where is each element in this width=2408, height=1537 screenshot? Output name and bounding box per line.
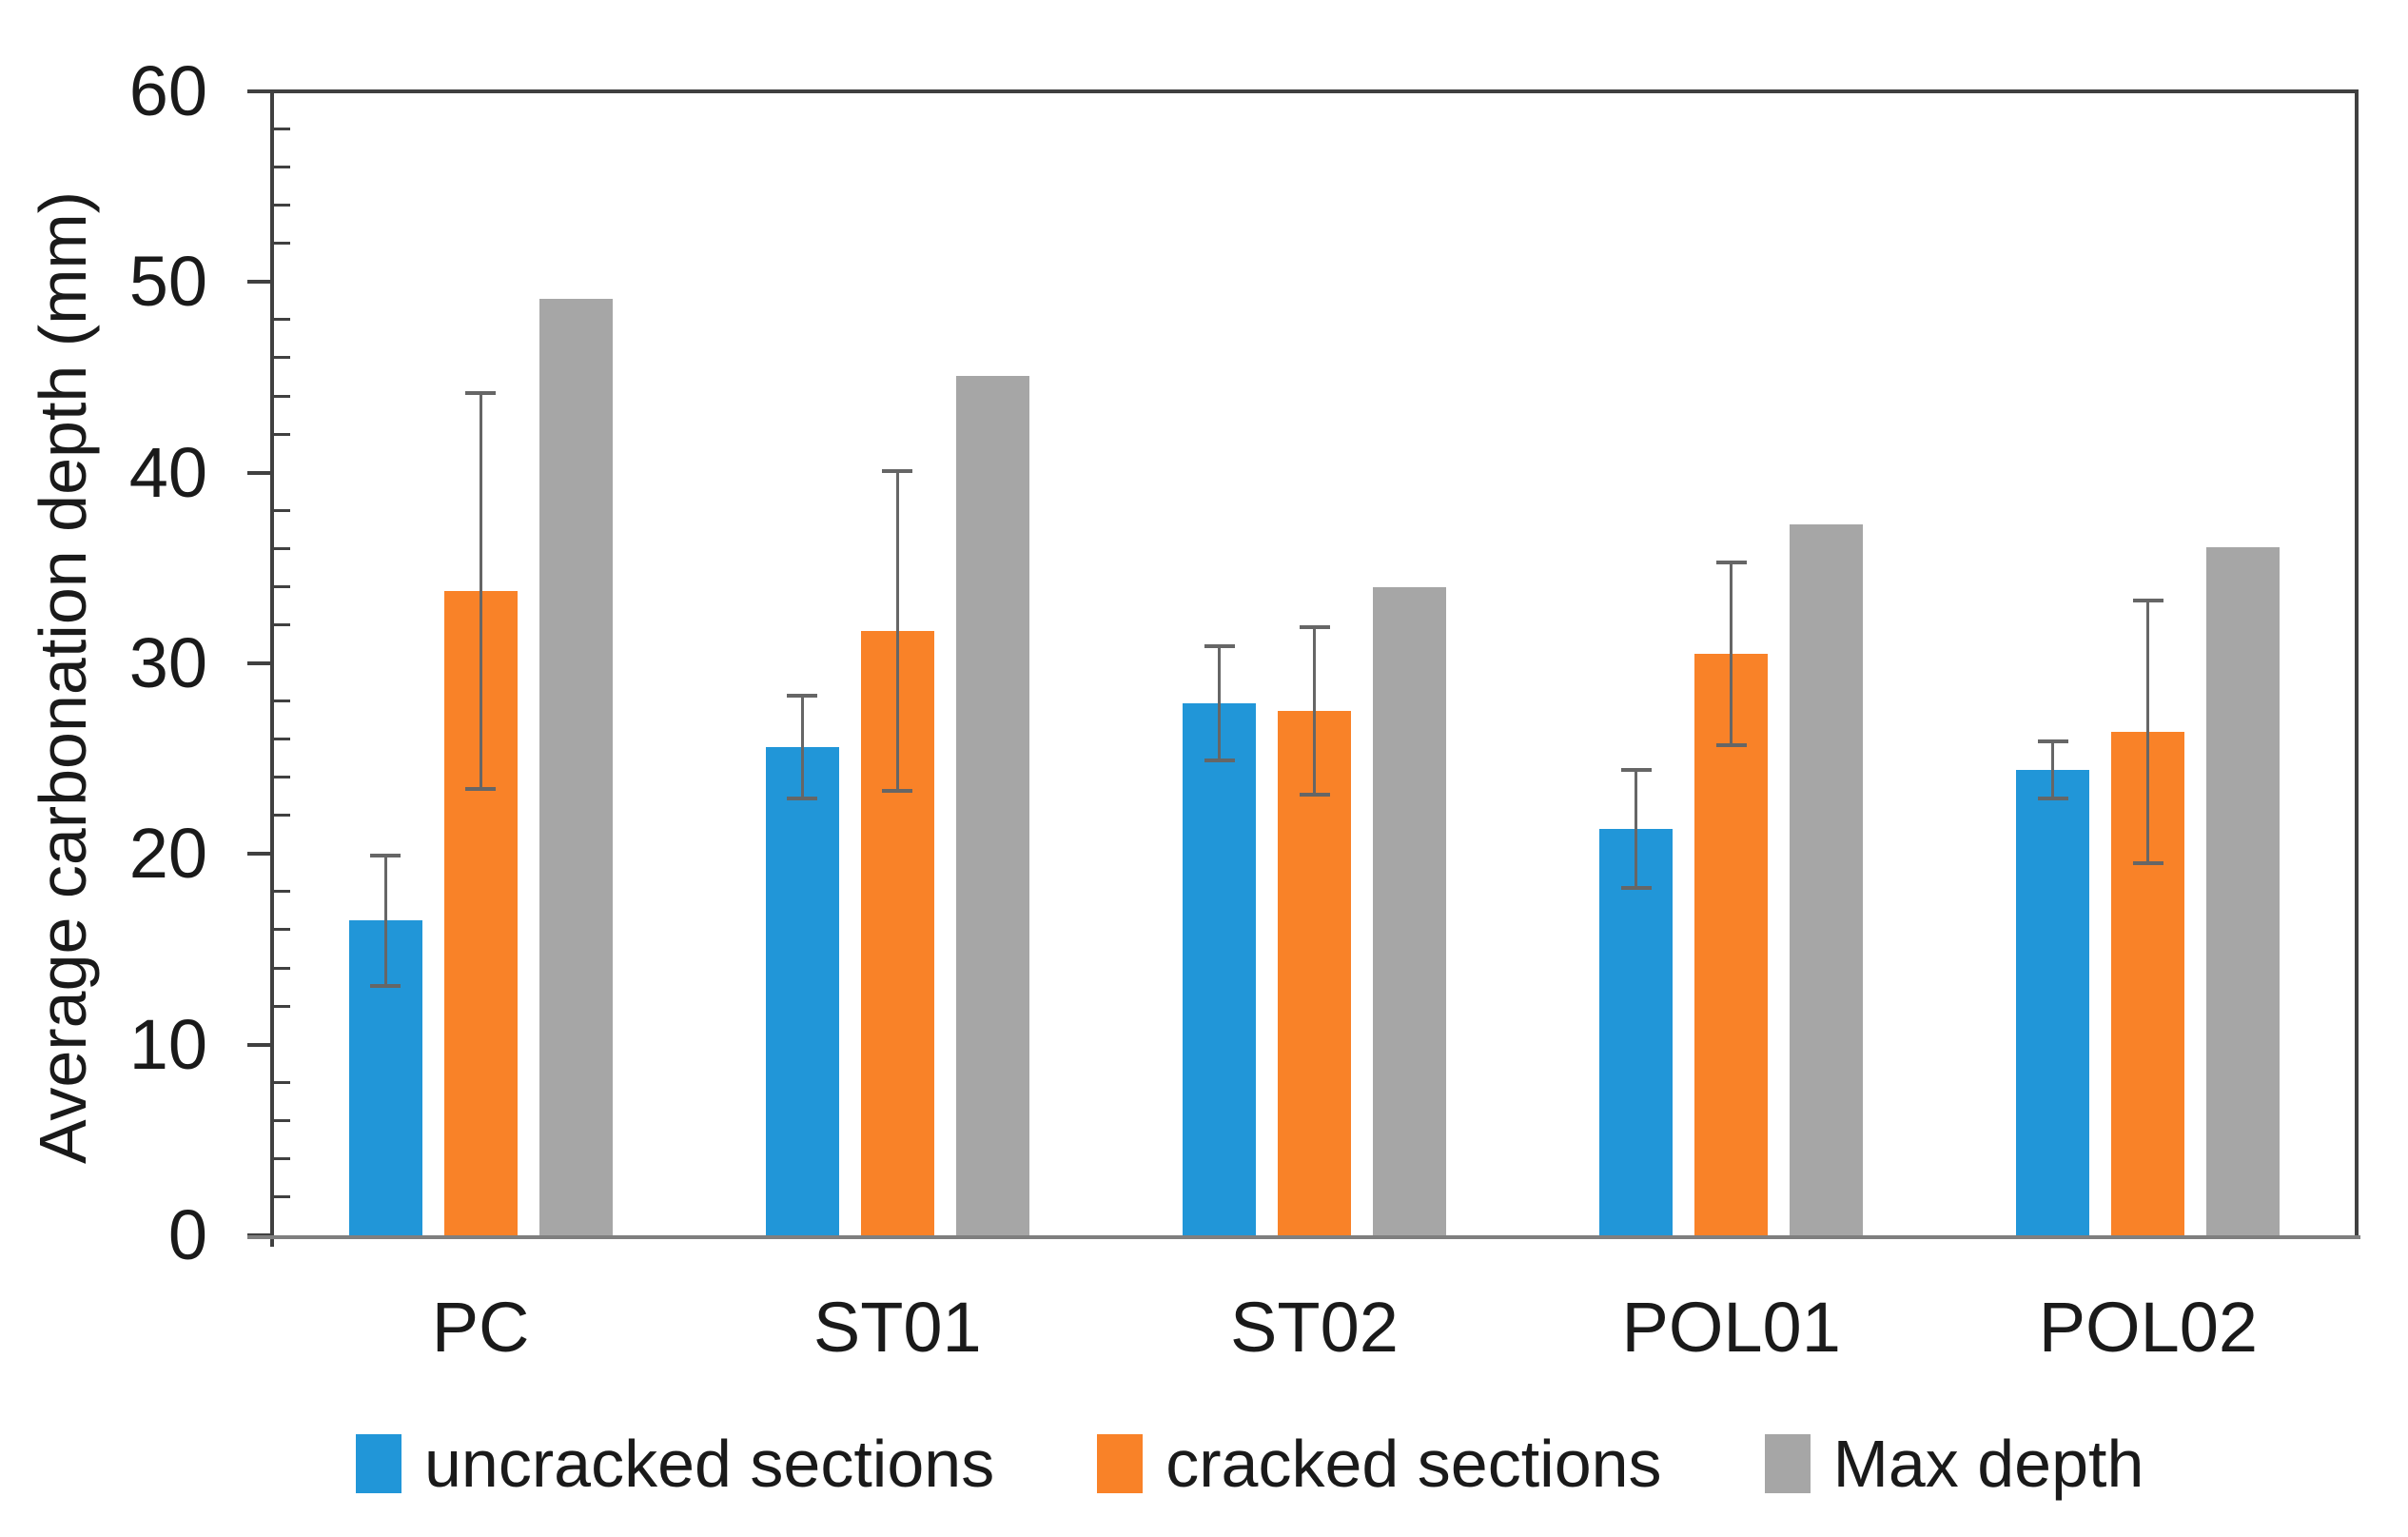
error-bar-POL01 bbox=[1635, 770, 1638, 889]
y-minor-tick bbox=[274, 622, 290, 626]
y-tick-label-0: 0 bbox=[167, 1195, 207, 1274]
y-minor-tick bbox=[274, 1156, 290, 1160]
y-minor-tick bbox=[274, 508, 290, 512]
legend-label: uncracked sections bbox=[424, 1427, 995, 1501]
x-label-PC: PC bbox=[431, 1288, 530, 1367]
y-minor-tick bbox=[274, 700, 290, 703]
y-minor-tick bbox=[274, 1118, 290, 1122]
plot-border-top bbox=[270, 89, 2359, 93]
y-major-tick bbox=[247, 1042, 272, 1047]
error-bar-cap bbox=[1620, 768, 1652, 773]
error-bar-cap bbox=[1299, 624, 1330, 629]
y-minor-tick bbox=[274, 1080, 290, 1084]
bar-Max-depth-POL02 bbox=[2206, 546, 2281, 1235]
bar-uncracked-sections-POL02 bbox=[2016, 770, 2090, 1235]
y-minor-tick bbox=[274, 738, 290, 741]
y-minor-tick bbox=[274, 432, 290, 436]
legend-label: cracked sections bbox=[1165, 1427, 1662, 1501]
error-bar-cap bbox=[787, 797, 818, 801]
error-bar-cap bbox=[1299, 793, 1330, 798]
bar-cracked-sections-POL01 bbox=[1694, 653, 1769, 1235]
y-tick-label-40: 40 bbox=[128, 432, 207, 512]
y-minor-tick bbox=[274, 966, 290, 970]
error-bar-ST01 bbox=[895, 470, 899, 792]
error-bar-cap bbox=[787, 694, 818, 699]
y-tick-label-20: 20 bbox=[128, 814, 207, 894]
y-minor-tick bbox=[274, 166, 290, 169]
y-major-tick bbox=[247, 852, 272, 857]
legend-swatch-Max-depth bbox=[1764, 1434, 1811, 1493]
y-minor-tick bbox=[274, 1194, 290, 1198]
bar-Max-depth-POL01 bbox=[1790, 523, 1864, 1235]
error-bar-ST02 bbox=[1313, 626, 1316, 796]
plot-border-right bbox=[2355, 89, 2359, 1237]
y-minor-tick bbox=[274, 776, 290, 779]
y-tick-label-10: 10 bbox=[128, 1004, 207, 1084]
error-bar-cap bbox=[882, 468, 913, 473]
bar-uncracked-sections-ST01 bbox=[765, 747, 839, 1235]
y-tick-label-60: 60 bbox=[128, 51, 207, 130]
bar-uncracked-sections-ST02 bbox=[1183, 703, 1256, 1235]
y-minor-tick bbox=[274, 356, 290, 360]
legend-item-Max-depth: Max depth bbox=[1764, 1426, 2144, 1502]
y-minor-tick bbox=[274, 814, 290, 818]
error-bar-cap bbox=[370, 854, 401, 858]
y-minor-tick bbox=[274, 1004, 290, 1008]
error-bar-PC bbox=[383, 856, 387, 986]
error-bar-ST01 bbox=[800, 696, 804, 799]
error-bar-cap bbox=[2132, 861, 2163, 866]
y-major-tick bbox=[247, 280, 272, 285]
legend-swatch-uncracked-sections bbox=[356, 1434, 401, 1493]
y-minor-tick bbox=[274, 928, 290, 932]
x-label-ST01: ST01 bbox=[812, 1288, 982, 1367]
error-bar-POL01 bbox=[1730, 562, 1733, 746]
legend-label: Max depth bbox=[1832, 1427, 2144, 1501]
error-bar-PC bbox=[479, 392, 482, 790]
error-bar-POL02 bbox=[2051, 741, 2055, 799]
error-bar-cap bbox=[1204, 643, 1235, 648]
y-major-tick bbox=[247, 661, 272, 665]
y-axis-line bbox=[270, 89, 274, 1247]
error-bar-cap bbox=[882, 789, 913, 794]
error-bar-POL02 bbox=[2146, 600, 2150, 864]
error-bar-cap bbox=[370, 983, 401, 988]
x-label-POL02: POL02 bbox=[2038, 1288, 2259, 1367]
error-bar-cap bbox=[2037, 739, 2068, 744]
bar-uncracked-sections-POL01 bbox=[1599, 829, 1674, 1235]
y-tick-label-30: 30 bbox=[128, 623, 207, 702]
bar-cracked-sections-ST02 bbox=[1278, 711, 1351, 1235]
y-minor-tick bbox=[274, 546, 290, 550]
y-major-tick bbox=[247, 89, 272, 93]
bar-Max-depth-PC bbox=[538, 299, 613, 1235]
bar-Max-depth-ST02 bbox=[1373, 586, 1446, 1235]
y-minor-tick bbox=[274, 890, 290, 894]
y-minor-tick bbox=[274, 204, 290, 207]
error-bar-cap bbox=[1715, 560, 1747, 564]
legend-swatch-cracked-sections bbox=[1097, 1434, 1144, 1493]
legend: uncracked sections cracked sections Max de… bbox=[356, 1426, 2144, 1502]
error-bar-cap bbox=[2037, 797, 2068, 801]
error-bar-cap bbox=[1620, 886, 1652, 891]
error-bar-cap bbox=[1715, 743, 1747, 748]
error-bar-ST02 bbox=[1218, 645, 1221, 761]
error-bar-cap bbox=[465, 390, 497, 395]
y-minor-tick bbox=[274, 242, 290, 246]
bar-Max-depth-ST01 bbox=[955, 375, 1029, 1235]
legend-item-uncracked-sections: uncracked sections bbox=[356, 1426, 994, 1502]
error-bar-cap bbox=[2132, 598, 2163, 602]
y-minor-tick bbox=[274, 318, 290, 322]
y-minor-tick bbox=[274, 584, 290, 588]
y-minor-tick bbox=[274, 394, 290, 398]
error-bar-cap bbox=[1204, 759, 1235, 763]
legend-item-cracked-sections: cracked sections bbox=[1097, 1426, 1662, 1502]
x-label-POL01: POL01 bbox=[1621, 1288, 1841, 1367]
y-major-tick bbox=[247, 470, 272, 475]
x-axis-line bbox=[247, 1235, 2360, 1239]
y-minor-tick bbox=[274, 128, 290, 131]
plot-area bbox=[272, 91, 2357, 1235]
error-bar-cap bbox=[465, 787, 497, 792]
x-label-ST02: ST02 bbox=[1230, 1288, 1399, 1367]
y-tick-label-50: 50 bbox=[128, 242, 207, 322]
